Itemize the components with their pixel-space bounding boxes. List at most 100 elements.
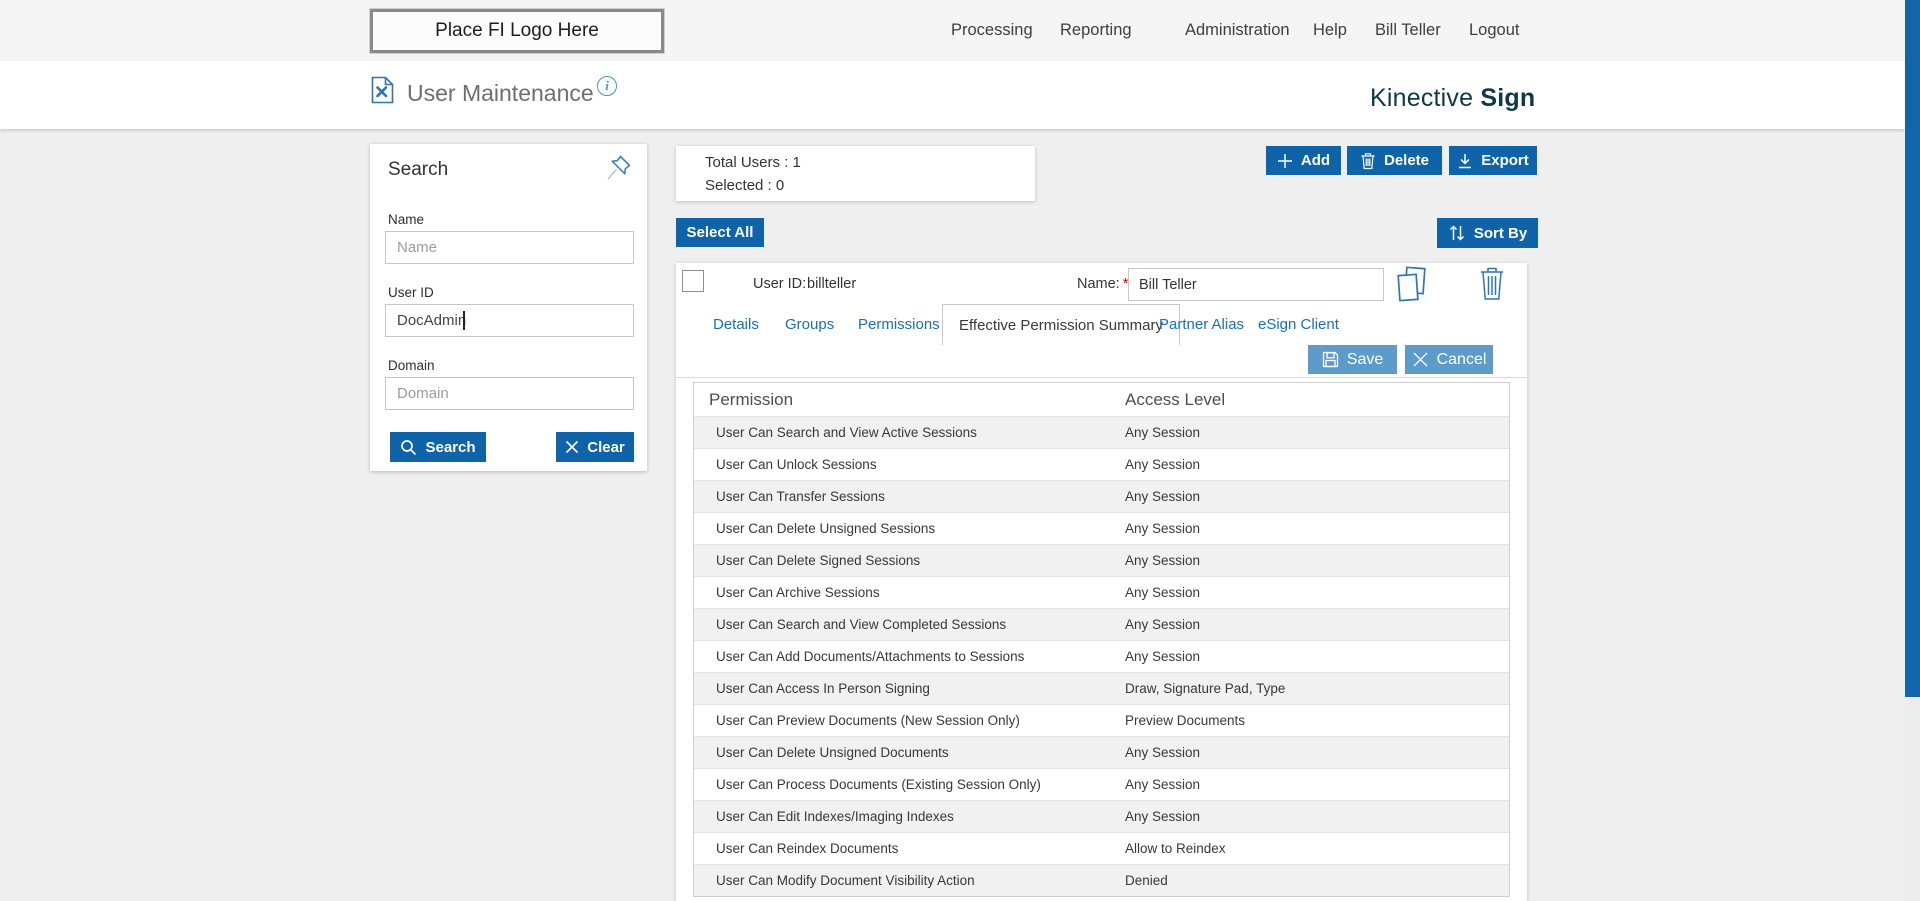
tab-groups[interactable]: Groups <box>785 315 835 333</box>
permission-cell: User Can Access In Person Signing <box>716 681 930 696</box>
table-row: User Can Reindex Documents Allow to Reind… <box>694 832 1509 864</box>
table-row: User Can Access In Person Signing Draw, S… <box>694 672 1509 704</box>
user-name-input[interactable] <box>1128 268 1384 301</box>
tab-effective-permission-summary[interactable]: Effective Permission Summary <box>942 304 1180 345</box>
add-button-label: Add <box>1300 152 1331 169</box>
sort-icon <box>1449 225 1464 241</box>
search-panel: Search Name User ID Domain Search Clear <box>370 144 647 471</box>
access-level-cell: Preview Documents <box>1125 713 1246 728</box>
tab-partner-alias[interactable]: Partner Alias <box>1159 315 1245 333</box>
nav-item-processing[interactable]: Processing <box>951 21 1033 39</box>
pin-icon[interactable] <box>606 154 632 181</box>
export-button-label: Export <box>1481 152 1529 169</box>
user-id-label: User ID <box>388 285 434 300</box>
total-users-text: Total Users : 1 <box>705 154 801 171</box>
divider <box>676 377 1527 378</box>
table-row: User Can Archive Sessions Any Session <box>694 576 1509 608</box>
permission-cell: User Can Edit Indexes/Imaging Indexes <box>716 809 954 824</box>
search-user-id-input[interactable] <box>385 304 634 337</box>
table-row: User Can Unlock Sessions Any Session <box>694 448 1509 480</box>
permissions-table: Permission Access Level User Can Search … <box>693 382 1510 897</box>
nav-item-administration[interactable]: Administration <box>1185 21 1290 39</box>
add-button[interactable]: Add <box>1266 146 1341 175</box>
plus-icon <box>1277 153 1292 168</box>
table-row: User Can Search and View Completed Sessi… <box>694 608 1509 640</box>
clear-button-label: Clear <box>587 438 625 456</box>
access-level-column-header: Access Level <box>1125 389 1226 409</box>
nav-item-logout[interactable]: Logout <box>1469 21 1520 39</box>
info-icon[interactable]: i <box>597 76 617 96</box>
brand-regular: Kinective <box>1370 84 1474 112</box>
access-level-cell: Any Session <box>1125 617 1201 632</box>
search-icon <box>401 439 417 455</box>
clear-button[interactable]: Clear <box>556 432 634 462</box>
copy-icon[interactable] <box>1395 266 1428 303</box>
tab-details[interactable]: Details <box>713 315 759 333</box>
delete-user-icon[interactable] <box>1478 265 1506 302</box>
save-button-label: Save <box>1346 350 1384 368</box>
domain-label: Domain <box>388 358 435 373</box>
top-bar: Place FI Logo Here Processing Reporting Ad… <box>0 0 1905 61</box>
search-name-input[interactable] <box>385 231 634 264</box>
export-button[interactable]: Export <box>1449 146 1537 175</box>
access-level-cell: Any Session <box>1125 809 1201 824</box>
sort-by-label: Sort By <box>1473 224 1528 242</box>
access-level-cell: Any Session <box>1125 585 1201 600</box>
page-title: User Maintenance <box>407 80 594 106</box>
nav-item-reporting[interactable]: Reporting <box>1060 21 1132 39</box>
nav-item-help[interactable]: Help <box>1313 21 1347 39</box>
tab-esign-client[interactable]: eSign Client <box>1258 315 1339 333</box>
download-icon <box>1459 153 1472 168</box>
access-level-cell: Any Session <box>1125 649 1201 664</box>
table-header: Permission Access Level <box>694 383 1509 416</box>
fi-logo-text: Place FI Logo Here <box>435 20 599 41</box>
save-button[interactable]: Save <box>1308 345 1397 374</box>
name-row-label: Name: * <box>1077 276 1129 292</box>
tab-permissions[interactable]: Permissions <box>858 315 940 333</box>
access-level-cell: Any Session <box>1125 521 1201 536</box>
text-caret <box>463 311 465 330</box>
access-level-cell: Any Session <box>1125 457 1201 472</box>
scrollbar-track[interactable] <box>1905 0 1920 901</box>
table-row: User Can Process Documents (Existing Ses… <box>694 768 1509 800</box>
required-asterisk: * <box>1122 276 1129 292</box>
table-row: User Can Transfer Sessions Any Session <box>694 480 1509 512</box>
permission-cell: User Can Reindex Documents <box>716 841 899 856</box>
table-row: User Can Preview Documents (New Session … <box>694 704 1509 736</box>
access-level-cell: Denied <box>1125 873 1168 888</box>
search-domain-input[interactable] <box>385 377 634 410</box>
close-icon <box>566 440 579 454</box>
nav-item-bill-teller[interactable]: Bill Teller <box>1375 21 1441 39</box>
sort-by-button[interactable]: Sort By <box>1437 218 1538 248</box>
access-level-cell: Any Session <box>1125 489 1201 504</box>
cancel-x-icon <box>1413 352 1428 367</box>
select-all-button[interactable]: Select All <box>676 218 764 247</box>
permissions-table-body: User Can Search and View Active Sessions… <box>694 416 1509 896</box>
search-panel-title: Search <box>388 159 449 180</box>
table-row: User Can Delete Unsigned Sessions Any Ses… <box>694 512 1509 544</box>
cancel-button[interactable]: Cancel <box>1405 345 1493 374</box>
table-row: User Can Delete Signed Sessions Any Sessi… <box>694 544 1509 576</box>
name-label: Name <box>388 212 425 227</box>
search-button[interactable]: Search <box>390 432 486 462</box>
fi-logo-placeholder: Place FI Logo Here <box>369 8 665 54</box>
stats-card: Total Users : 1 Selected : 0 <box>676 146 1035 201</box>
search-button-label: Search <box>425 438 476 456</box>
access-level-cell: Draw, Signature Pad, Type <box>1125 681 1286 696</box>
user-id-row-label: User ID: <box>753 276 807 292</box>
user-checkbox[interactable] <box>682 270 704 292</box>
scrollbar-thumb[interactable] <box>1905 0 1920 697</box>
permission-column-header: Permission <box>709 389 794 409</box>
table-row: User Can Search and View Active Sessions… <box>694 416 1509 448</box>
table-row: User Can Edit Indexes/Imaging Indexes Any… <box>694 800 1509 832</box>
table-row: User Can Add Documents/Attachments to Se… <box>694 640 1509 672</box>
permission-cell: User Can Preview Documents (New Session … <box>716 713 1020 728</box>
delete-button[interactable]: Delete <box>1347 146 1442 175</box>
save-icon <box>1322 351 1338 368</box>
permission-cell: User Can Delete Unsigned Sessions <box>716 521 936 536</box>
table-row: User Can Modify Document Visibility Acti… <box>694 864 1509 896</box>
access-level-cell: Allow to Reindex <box>1125 841 1226 856</box>
top-nav: Processing Reporting Administration Help Bil… <box>0 0 1905 61</box>
permission-cell: User Can Add Documents/Attachments to Se… <box>716 649 1025 664</box>
